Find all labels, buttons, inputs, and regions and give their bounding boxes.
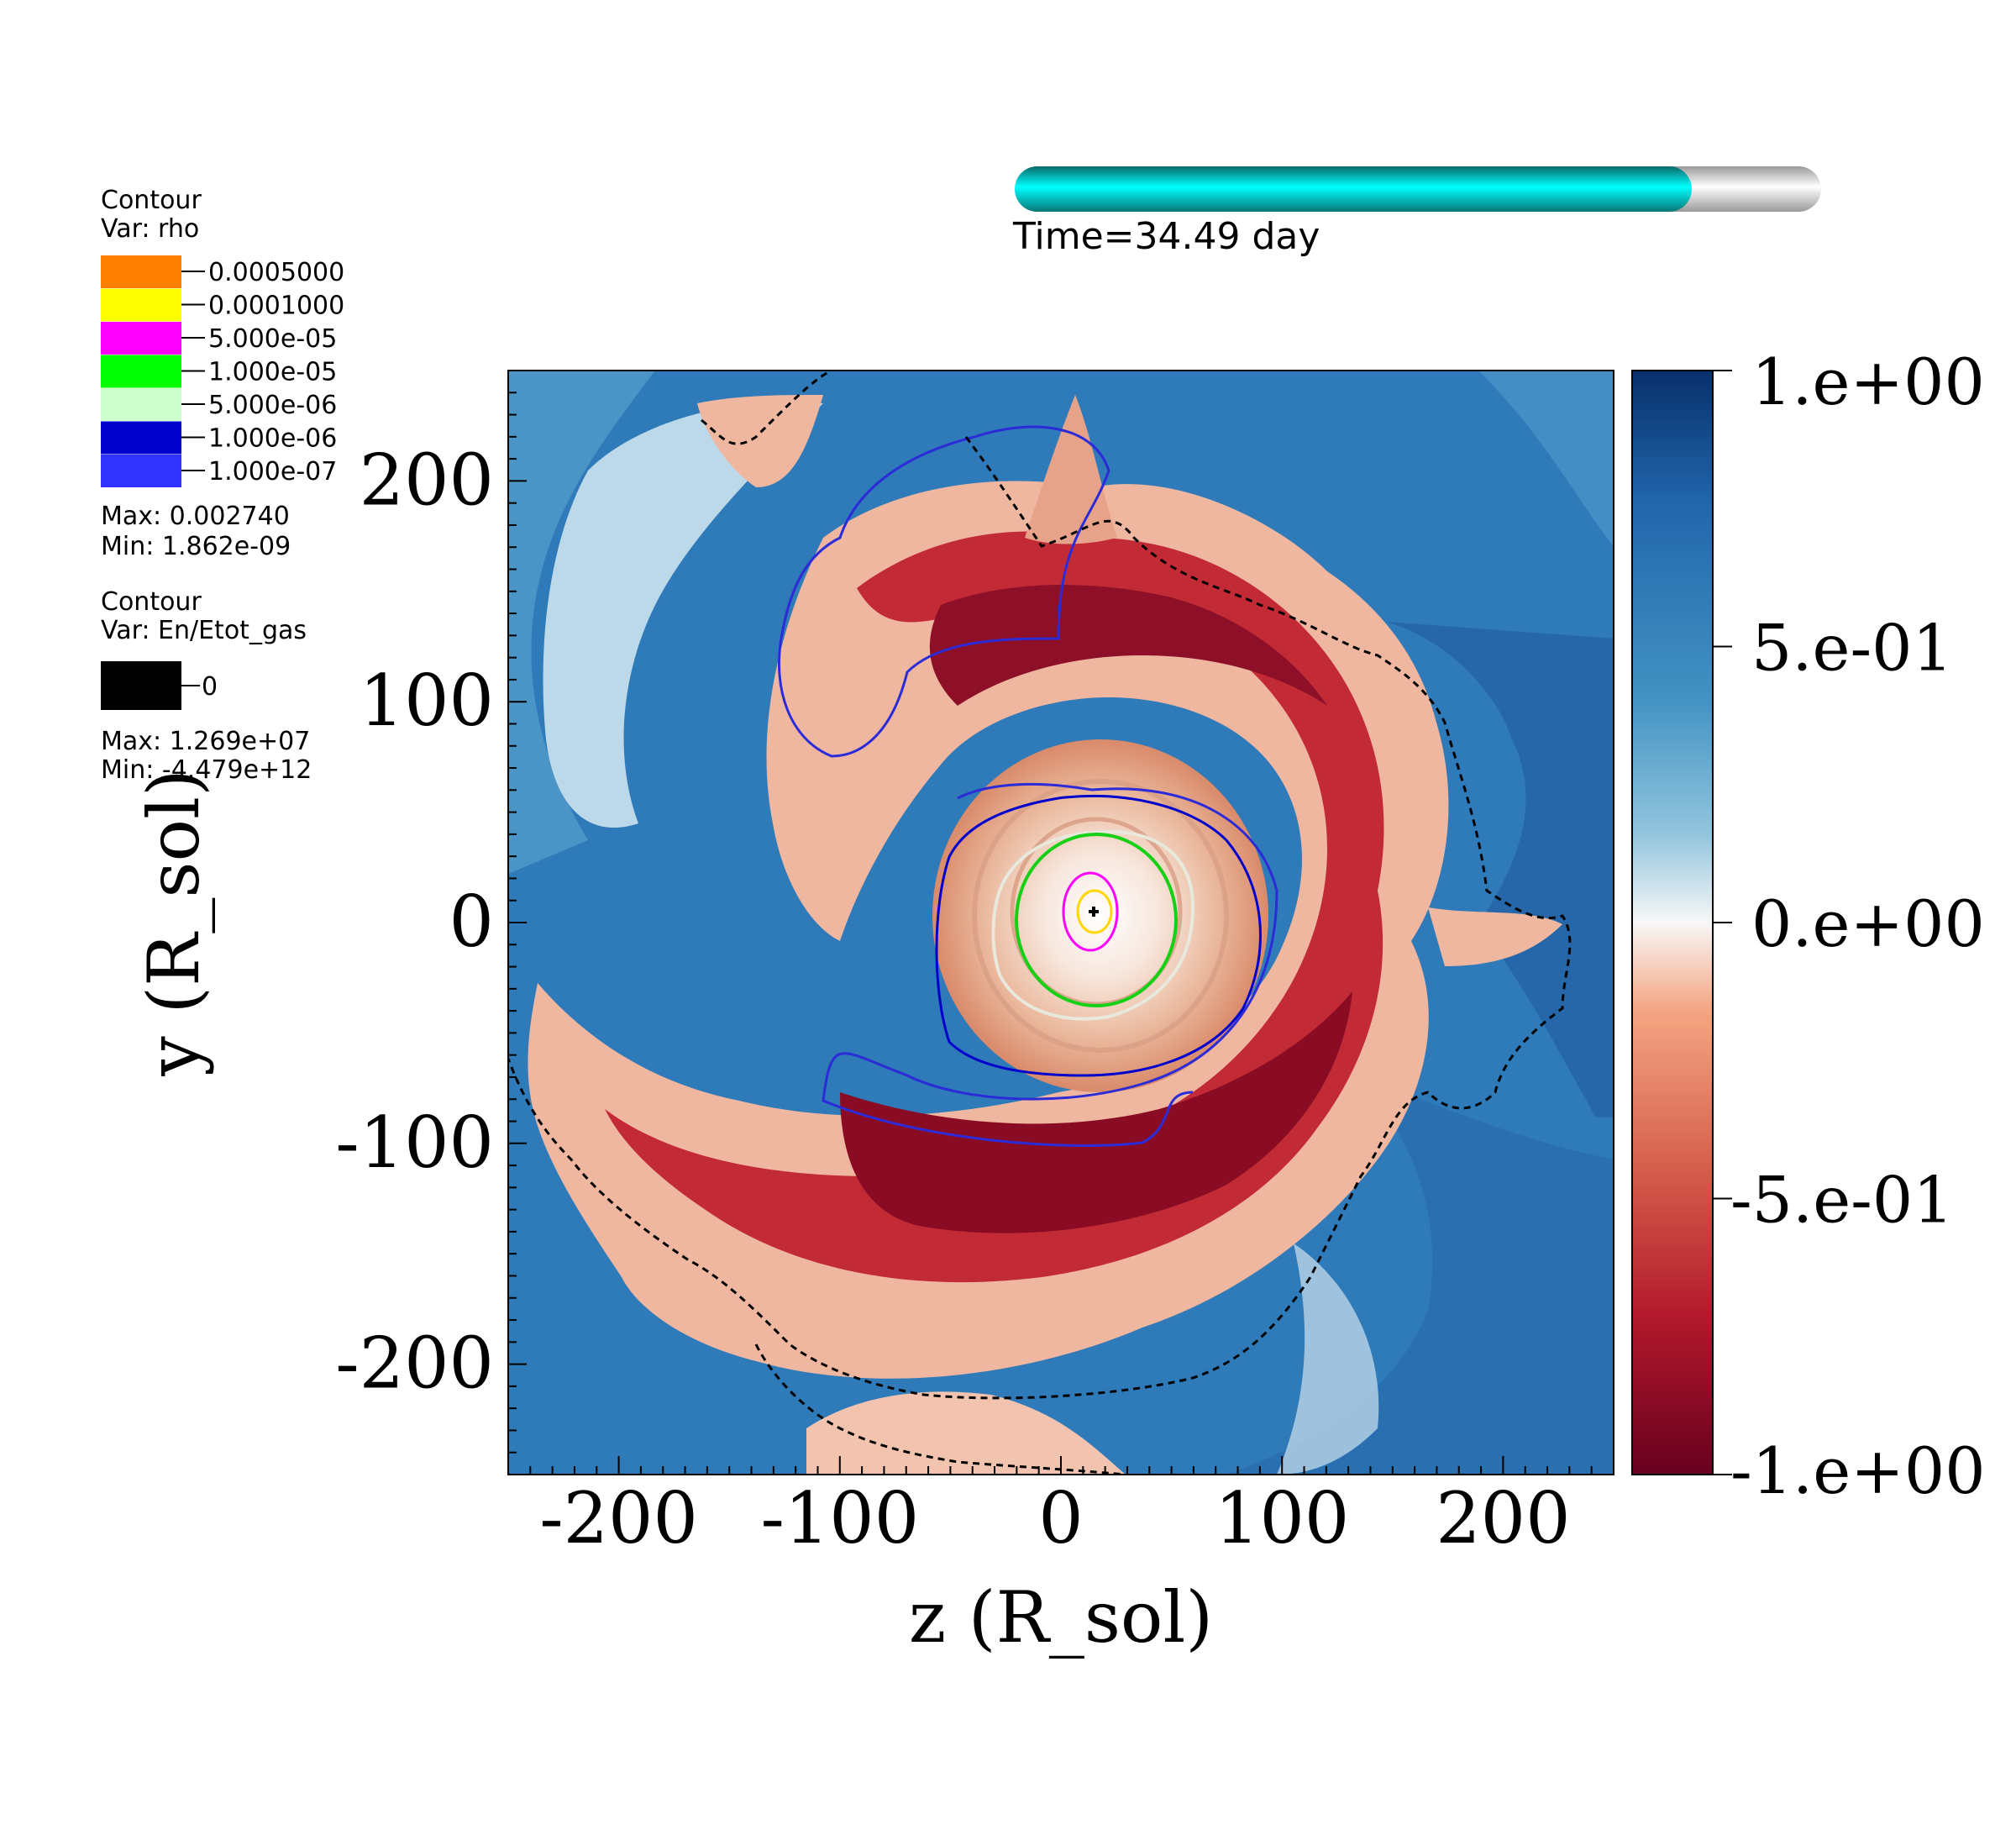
x-tick-label: -200 (539, 1477, 698, 1559)
legend-rho-swatch-2 (101, 322, 181, 355)
rho-contour-1e-04 (1076, 889, 1113, 934)
colorbar-tick-label: -5.e-01 (1730, 1163, 1954, 1238)
legend-rho-label-0: 0.0005000 (208, 258, 344, 287)
colorbar-tick-label: 1.e+00 (1751, 344, 1985, 419)
y-tick-label: 0 (449, 881, 494, 963)
energy-contour-zero (508, 371, 1572, 1475)
colorbar-tick-label: 5.e-01 (1751, 611, 1953, 686)
legend-rho-title: Contour (101, 186, 202, 215)
y-tick-label: 200 (360, 439, 494, 521)
legend-rho-label-1: 0.0001000 (208, 292, 344, 321)
x-tick-label: 100 (1215, 1477, 1349, 1559)
legend-rho-label-6: 1.000e-07 (208, 457, 337, 486)
white-band-bottom-right (1277, 1243, 1379, 1475)
legend-rho-swatch-5 (101, 421, 181, 455)
rho-contour-1e-07 (778, 425, 1278, 1147)
time-progress-fill (1015, 166, 1692, 212)
white-band-left (543, 402, 823, 828)
dark-red-arc-top (929, 585, 1327, 706)
colorbar: 1.e+00 5.e-01 0.e+00 -5.e-01 -1.e+00 (1631, 344, 1986, 1508)
legend-rho-label-5: 1.000e-06 (208, 424, 337, 454)
legend-energy: Contour Var: En/Etot_gas 0 Max: 1.269e+0… (101, 587, 312, 785)
legend-rho-label-2: 5.000e-05 (208, 324, 337, 354)
rho-contour-5e-04 (1089, 907, 1099, 917)
outer-shell-region (1478, 371, 1614, 546)
legend-rho-swatch-0 (101, 255, 181, 288)
time-progress-bar (1015, 166, 1821, 212)
legend-rho-max: Max: 0.002740 (101, 502, 290, 531)
x-tick-label: -100 (760, 1477, 919, 1559)
legend-rho-swatch-1 (101, 288, 181, 322)
time-label: Time=34.49 day (1012, 215, 1320, 258)
legend-rho-var: Var: rho (101, 214, 199, 244)
y-tick-label: -200 (335, 1322, 494, 1405)
rho-contour-1e-05 (1015, 833, 1178, 1007)
core-region (932, 739, 1268, 1092)
legend-rho-min: Min: 1.862e-09 (101, 532, 291, 561)
rho-contour-1e-06 (935, 795, 1262, 1077)
colorbar-tick-label: -1.e+00 (1730, 1433, 1986, 1508)
colorbar-gradient (1631, 370, 1714, 1475)
blue-region-right (1386, 622, 1614, 1117)
legend-rho-swatch-3 (101, 355, 181, 388)
legend-energy-label-0: 0 (202, 672, 218, 702)
legend-rho: Contour Var: rho 0.0005000 0.0001000 5.000… (101, 186, 344, 561)
legend-energy-min: Min: -4.479e+12 (101, 755, 312, 785)
blue-region-left (508, 371, 655, 874)
legend-energy-title: Contour (101, 587, 202, 617)
heated-tongue-right (1428, 907, 1562, 966)
y-axis: -200 -100 0 100 200 (335, 370, 527, 1475)
heated-tongue-bottom (806, 1391, 1126, 1475)
y-tick-label: 100 (360, 660, 494, 742)
blue-region-bottom-right (1226, 1075, 1614, 1475)
heatmap-field (508, 371, 1614, 1475)
legend-energy-swatch-0 (101, 661, 181, 710)
heated-plume-top (1025, 395, 1117, 544)
legend-rho-label-3: 1.000e-05 (208, 358, 337, 387)
heated-tongue-top (697, 395, 823, 487)
legend-energy-max: Max: 1.269e+07 (101, 727, 310, 756)
x-axis: -200 -100 0 100 200 (507, 1456, 1614, 1559)
x-tick-label: 200 (1436, 1477, 1570, 1559)
legend-energy-var: Var: En/Etot_gas (101, 616, 307, 645)
colorbar-tick-label: 0.e+00 (1751, 886, 1985, 961)
rho-contour-5e-06 (991, 829, 1195, 1021)
legend-rho-swatch-4 (101, 388, 181, 421)
legend-rho-swatch-6 (101, 455, 181, 487)
y-tick-label: -100 (335, 1102, 494, 1184)
legend-rho-label-4: 5.000e-06 (208, 391, 337, 420)
core-ring-1 (972, 779, 1229, 1053)
x-axis-label: z (R_sol) (909, 1576, 1213, 1659)
y-axis-label: y (R_sol) (133, 769, 215, 1077)
dark-red-arc-bottom (840, 991, 1352, 1233)
x-tick-label: 0 (1038, 1477, 1083, 1559)
rho-contour-5e-05 (1062, 871, 1119, 952)
